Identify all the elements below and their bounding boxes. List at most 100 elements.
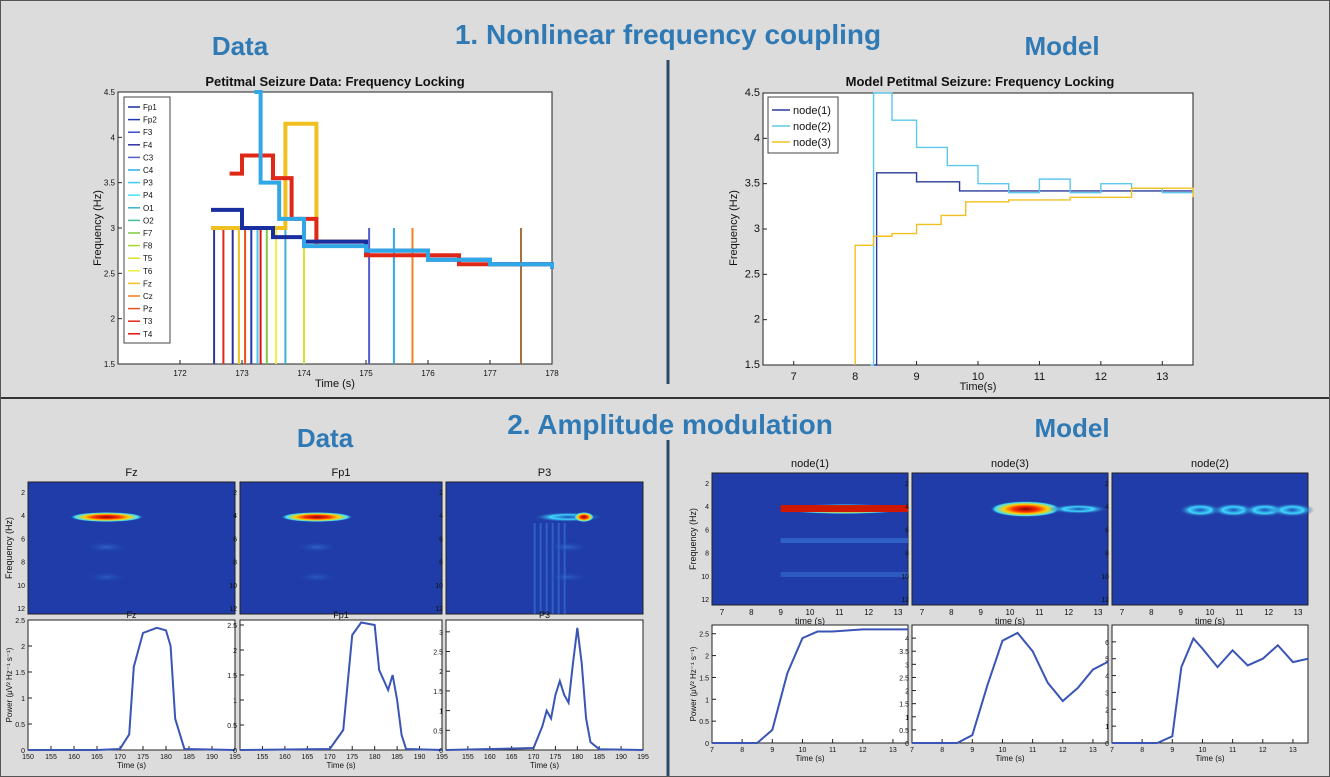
- y-tick-label: 2: [905, 689, 909, 696]
- y-tick-label: 6: [1105, 527, 1109, 534]
- power-axes: [911, 624, 1109, 744]
- x-tick-label: 195: [229, 754, 241, 761]
- y-tick-label: 1.5: [745, 359, 760, 371]
- legend-entry: T6: [143, 267, 153, 276]
- y-tick-label: 3: [1105, 690, 1109, 697]
- y-tick-label: 2: [21, 644, 25, 651]
- spectrogram-panel: Fz 2 4 6 8 10 12 Frequency (Hz): [4, 467, 236, 615]
- harmonic-band: [292, 541, 342, 554]
- x-tick-label: 9: [1178, 608, 1183, 617]
- y-tick-label: 10: [701, 574, 709, 581]
- legend-entry: C4: [143, 166, 154, 175]
- power-title: Fp1: [333, 610, 349, 620]
- y-tick-label: 2: [705, 654, 709, 661]
- x-tick-label: 12: [1259, 747, 1267, 754]
- y-tick-label: 4: [905, 636, 909, 643]
- y-tick-label: 4: [21, 513, 25, 520]
- x-tick-label: 180: [160, 754, 172, 761]
- heading-model-bottom: Model: [1034, 413, 1109, 443]
- x-tick-label: 190: [414, 754, 426, 761]
- x-tick-label: 175: [346, 754, 358, 761]
- y-tick-label: 4: [1105, 674, 1109, 681]
- power-trace: [28, 626, 236, 751]
- power-axes: [27, 619, 236, 751]
- x-tick-label: 7: [920, 608, 925, 617]
- x-tick-label: 190: [615, 754, 627, 761]
- y-tick-label: 10: [435, 583, 443, 590]
- heading-amplitude-modulation: 2. Amplitude modulation: [507, 409, 833, 440]
- x-tick-label: 11: [1235, 608, 1244, 617]
- x-tick-label: 11: [1229, 747, 1236, 754]
- y-tick-label: 12: [17, 606, 25, 613]
- y-tick-label: 2: [439, 490, 443, 497]
- model-locking-ylabel: Frequency (Hz): [728, 190, 740, 266]
- x-tick-label: 160: [68, 754, 80, 761]
- x-tick-label: 11: [1035, 608, 1044, 617]
- spectrogram-ylabel: Frequency (Hz): [4, 517, 14, 579]
- y-tick-label: 3: [439, 630, 443, 637]
- x-tick-label: 195: [637, 754, 649, 761]
- y-tick-label: 3: [754, 223, 760, 235]
- y-tick-label: 3.5: [899, 649, 909, 656]
- model-locking-title: Model Petitmal Seizure: Frequency Lockin…: [846, 74, 1115, 89]
- x-tick-label: 174: [297, 369, 311, 378]
- x-tick-label: 178: [545, 369, 559, 378]
- legend-entry: Pz: [143, 305, 152, 314]
- spectrogram-panel: Fp1 2 4 6 8 10 12: [229, 467, 443, 615]
- legend-entry: P4: [143, 191, 153, 200]
- y-tick-label: 0.5: [227, 723, 237, 730]
- harmonic-band: [544, 541, 592, 554]
- spectrogram-title: Fp1: [332, 467, 351, 479]
- y-tick-label: 2: [233, 490, 237, 497]
- y-tick-label: 10: [229, 583, 237, 590]
- x-tick-label: 10: [799, 747, 807, 754]
- power-axes: [445, 619, 644, 751]
- heading-model-top: Model: [1024, 31, 1099, 61]
- y-tick-label: 0.5: [699, 719, 709, 726]
- x-tick-label: 165: [301, 754, 313, 761]
- spectrogram-title: P3: [538, 467, 551, 479]
- x-tick-label: 9: [770, 747, 774, 754]
- spectral-blob: [1178, 503, 1223, 518]
- x-tick-label: 180: [369, 754, 381, 761]
- y-tick-label: 0: [439, 748, 443, 755]
- spectral-band: [1048, 504, 1109, 515]
- legend-entry: node(1): [793, 105, 831, 117]
- x-tick-label: 10: [1006, 608, 1015, 617]
- data-locking-ylabel: Frequency (Hz): [92, 190, 104, 266]
- y-tick-label: 2.5: [745, 268, 760, 280]
- y-tick-label: 2: [1105, 707, 1109, 714]
- spectrogram-panel: node(3) 2 4 6 8 10 12 7 8 9 10 11 12 13 time (s): [901, 458, 1109, 626]
- power-xlabel: Time (s): [995, 754, 1024, 763]
- power-trace: [445, 627, 644, 751]
- spectrogram-title: node(3): [991, 458, 1029, 470]
- spectrogram-panel: node(2) 2 4 6 8 10 12 7 8 9 10 11 12 13 time (s): [1101, 458, 1315, 626]
- power-xlabel: Time (s): [795, 754, 824, 763]
- data-locking-legend: Fp1 Fp2 F3 F4 C3 C4 P3 P4 O1 O2 F7 F8 T5 T6 Fz Cz Pz T3 T4: [123, 96, 171, 344]
- series-line: [873, 172, 1193, 366]
- legend-entry: Fp1: [143, 103, 157, 112]
- y-tick-label: 1.5: [433, 689, 443, 696]
- y-tick-label: 10: [1101, 574, 1109, 581]
- y-tick-label: 0: [905, 741, 909, 748]
- spectrogram-title: node(2): [1191, 458, 1229, 470]
- y-tick-label: 0.5: [15, 722, 25, 729]
- x-tick-label: 177: [483, 369, 497, 378]
- x-tick-label: 190: [206, 754, 218, 761]
- y-tick-label: 2: [905, 481, 909, 488]
- y-tick-label: 1.5: [899, 702, 909, 709]
- y-tick-label: 4.5: [745, 87, 760, 99]
- legend-entry: C3: [143, 153, 154, 162]
- x-tick-label: 12: [1064, 608, 1073, 617]
- y-tick-label: 3: [905, 662, 909, 669]
- y-tick-label: 4: [705, 504, 709, 511]
- y-tick-label: 2: [233, 648, 237, 655]
- y-tick-label: 4: [754, 132, 760, 144]
- x-tick-label: 13: [894, 608, 903, 617]
- x-tick-label: 7: [910, 747, 914, 754]
- data-locking-ticks: 172 173 174 175 176 177 178 1.5 2 2.5 3 3.5 4 4.5: [104, 88, 559, 378]
- legend-entry: F7: [143, 229, 153, 238]
